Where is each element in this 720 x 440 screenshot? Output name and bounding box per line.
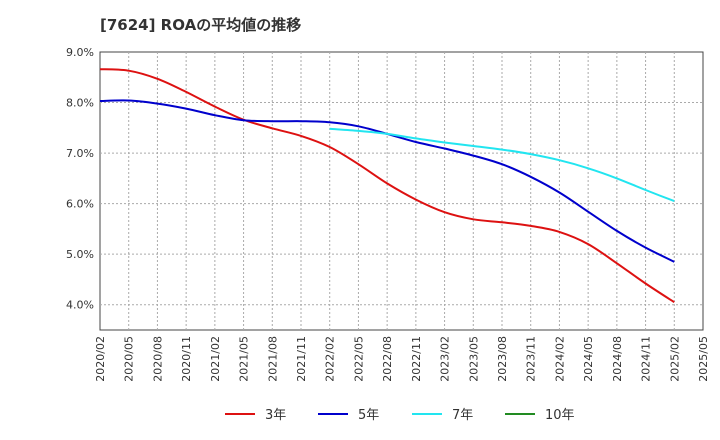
x-tick-label: 2024/02 — [553, 336, 566, 382]
series-layer — [99, 68, 675, 304]
chart-title: [7624] ROAの平均値の推移 — [100, 16, 302, 34]
y-tick-label: 6.0% — [66, 198, 94, 211]
axis-layer: 4.0% 5.0% 6.0% 7.0% 8.0% 9.0% 2020/02 2020/05 20… — [66, 46, 710, 382]
y-tick-label: 9.0% — [66, 46, 94, 59]
x-tick-label: 2020/08 — [151, 336, 164, 382]
series-line-7年 — [329, 127, 675, 203]
legend-label: 7年 — [452, 408, 473, 423]
legend-label: 5年 — [358, 408, 379, 423]
x-tick-label: 2025/05 — [697, 336, 710, 382]
x-tick-label: 2023/02 — [439, 336, 452, 382]
x-tick-label: 2024/08 — [611, 336, 624, 382]
x-tick-label: 2020/11 — [180, 336, 193, 382]
x-tick-label: 2023/11 — [525, 336, 538, 382]
y-tick-label: 7.0% — [66, 147, 94, 160]
x-tick-label: 2022/05 — [352, 336, 365, 382]
x-tick-label: 2021/08 — [266, 336, 279, 382]
x-tick-label: 2021/05 — [238, 336, 251, 382]
x-tick-label: 2022/11 — [410, 336, 423, 382]
x-tick-label: 2022/02 — [324, 336, 337, 382]
y-tick-label: 8.0% — [66, 97, 94, 110]
x-tick-label: 2022/08 — [381, 336, 394, 382]
series-line-3年 — [99, 68, 675, 304]
x-tick-label: 2020/02 — [94, 336, 107, 382]
legend: 3年 5年 7年 10年 — [225, 408, 575, 423]
x-tick-label: 2021/02 — [209, 336, 222, 382]
x-tick-label: 2025/02 — [668, 336, 681, 382]
y-tick-label: 4.0% — [66, 299, 94, 312]
legend-label: 10年 — [545, 408, 575, 423]
x-tick-label: 2020/05 — [123, 336, 136, 382]
legend-label: 3年 — [265, 408, 286, 423]
x-tick-label: 2023/08 — [496, 336, 509, 382]
x-tick-label: 2023/05 — [467, 336, 480, 382]
x-tick-label: 2024/05 — [582, 336, 595, 382]
y-tick-label: 5.0% — [66, 248, 94, 261]
x-tick-label: 2021/11 — [295, 336, 308, 382]
x-tick-label: 2024/11 — [640, 336, 653, 382]
